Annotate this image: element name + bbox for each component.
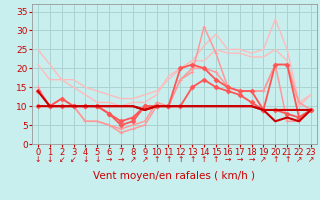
Text: ↑: ↑ bbox=[201, 155, 207, 164]
Text: →: → bbox=[225, 155, 231, 164]
Text: ↗: ↗ bbox=[130, 155, 136, 164]
Text: ↙: ↙ bbox=[59, 155, 65, 164]
Text: ↗: ↗ bbox=[260, 155, 267, 164]
Text: ↗: ↗ bbox=[296, 155, 302, 164]
Text: ↑: ↑ bbox=[153, 155, 160, 164]
Text: ↓: ↓ bbox=[82, 155, 89, 164]
Text: ↓: ↓ bbox=[35, 155, 41, 164]
Text: ↑: ↑ bbox=[272, 155, 278, 164]
Text: ↙: ↙ bbox=[70, 155, 77, 164]
Text: ↗: ↗ bbox=[308, 155, 314, 164]
Text: →: → bbox=[106, 155, 112, 164]
Text: ↑: ↑ bbox=[177, 155, 184, 164]
Text: →: → bbox=[248, 155, 255, 164]
Text: ↗: ↗ bbox=[141, 155, 148, 164]
Text: →: → bbox=[236, 155, 243, 164]
Text: ↑: ↑ bbox=[284, 155, 290, 164]
Text: ↑: ↑ bbox=[189, 155, 196, 164]
Text: ↑: ↑ bbox=[213, 155, 219, 164]
Text: ↓: ↓ bbox=[47, 155, 53, 164]
Text: ↑: ↑ bbox=[165, 155, 172, 164]
Text: →: → bbox=[118, 155, 124, 164]
X-axis label: Vent moyen/en rafales ( km/h ): Vent moyen/en rafales ( km/h ) bbox=[93, 171, 255, 181]
Text: ↓: ↓ bbox=[94, 155, 100, 164]
